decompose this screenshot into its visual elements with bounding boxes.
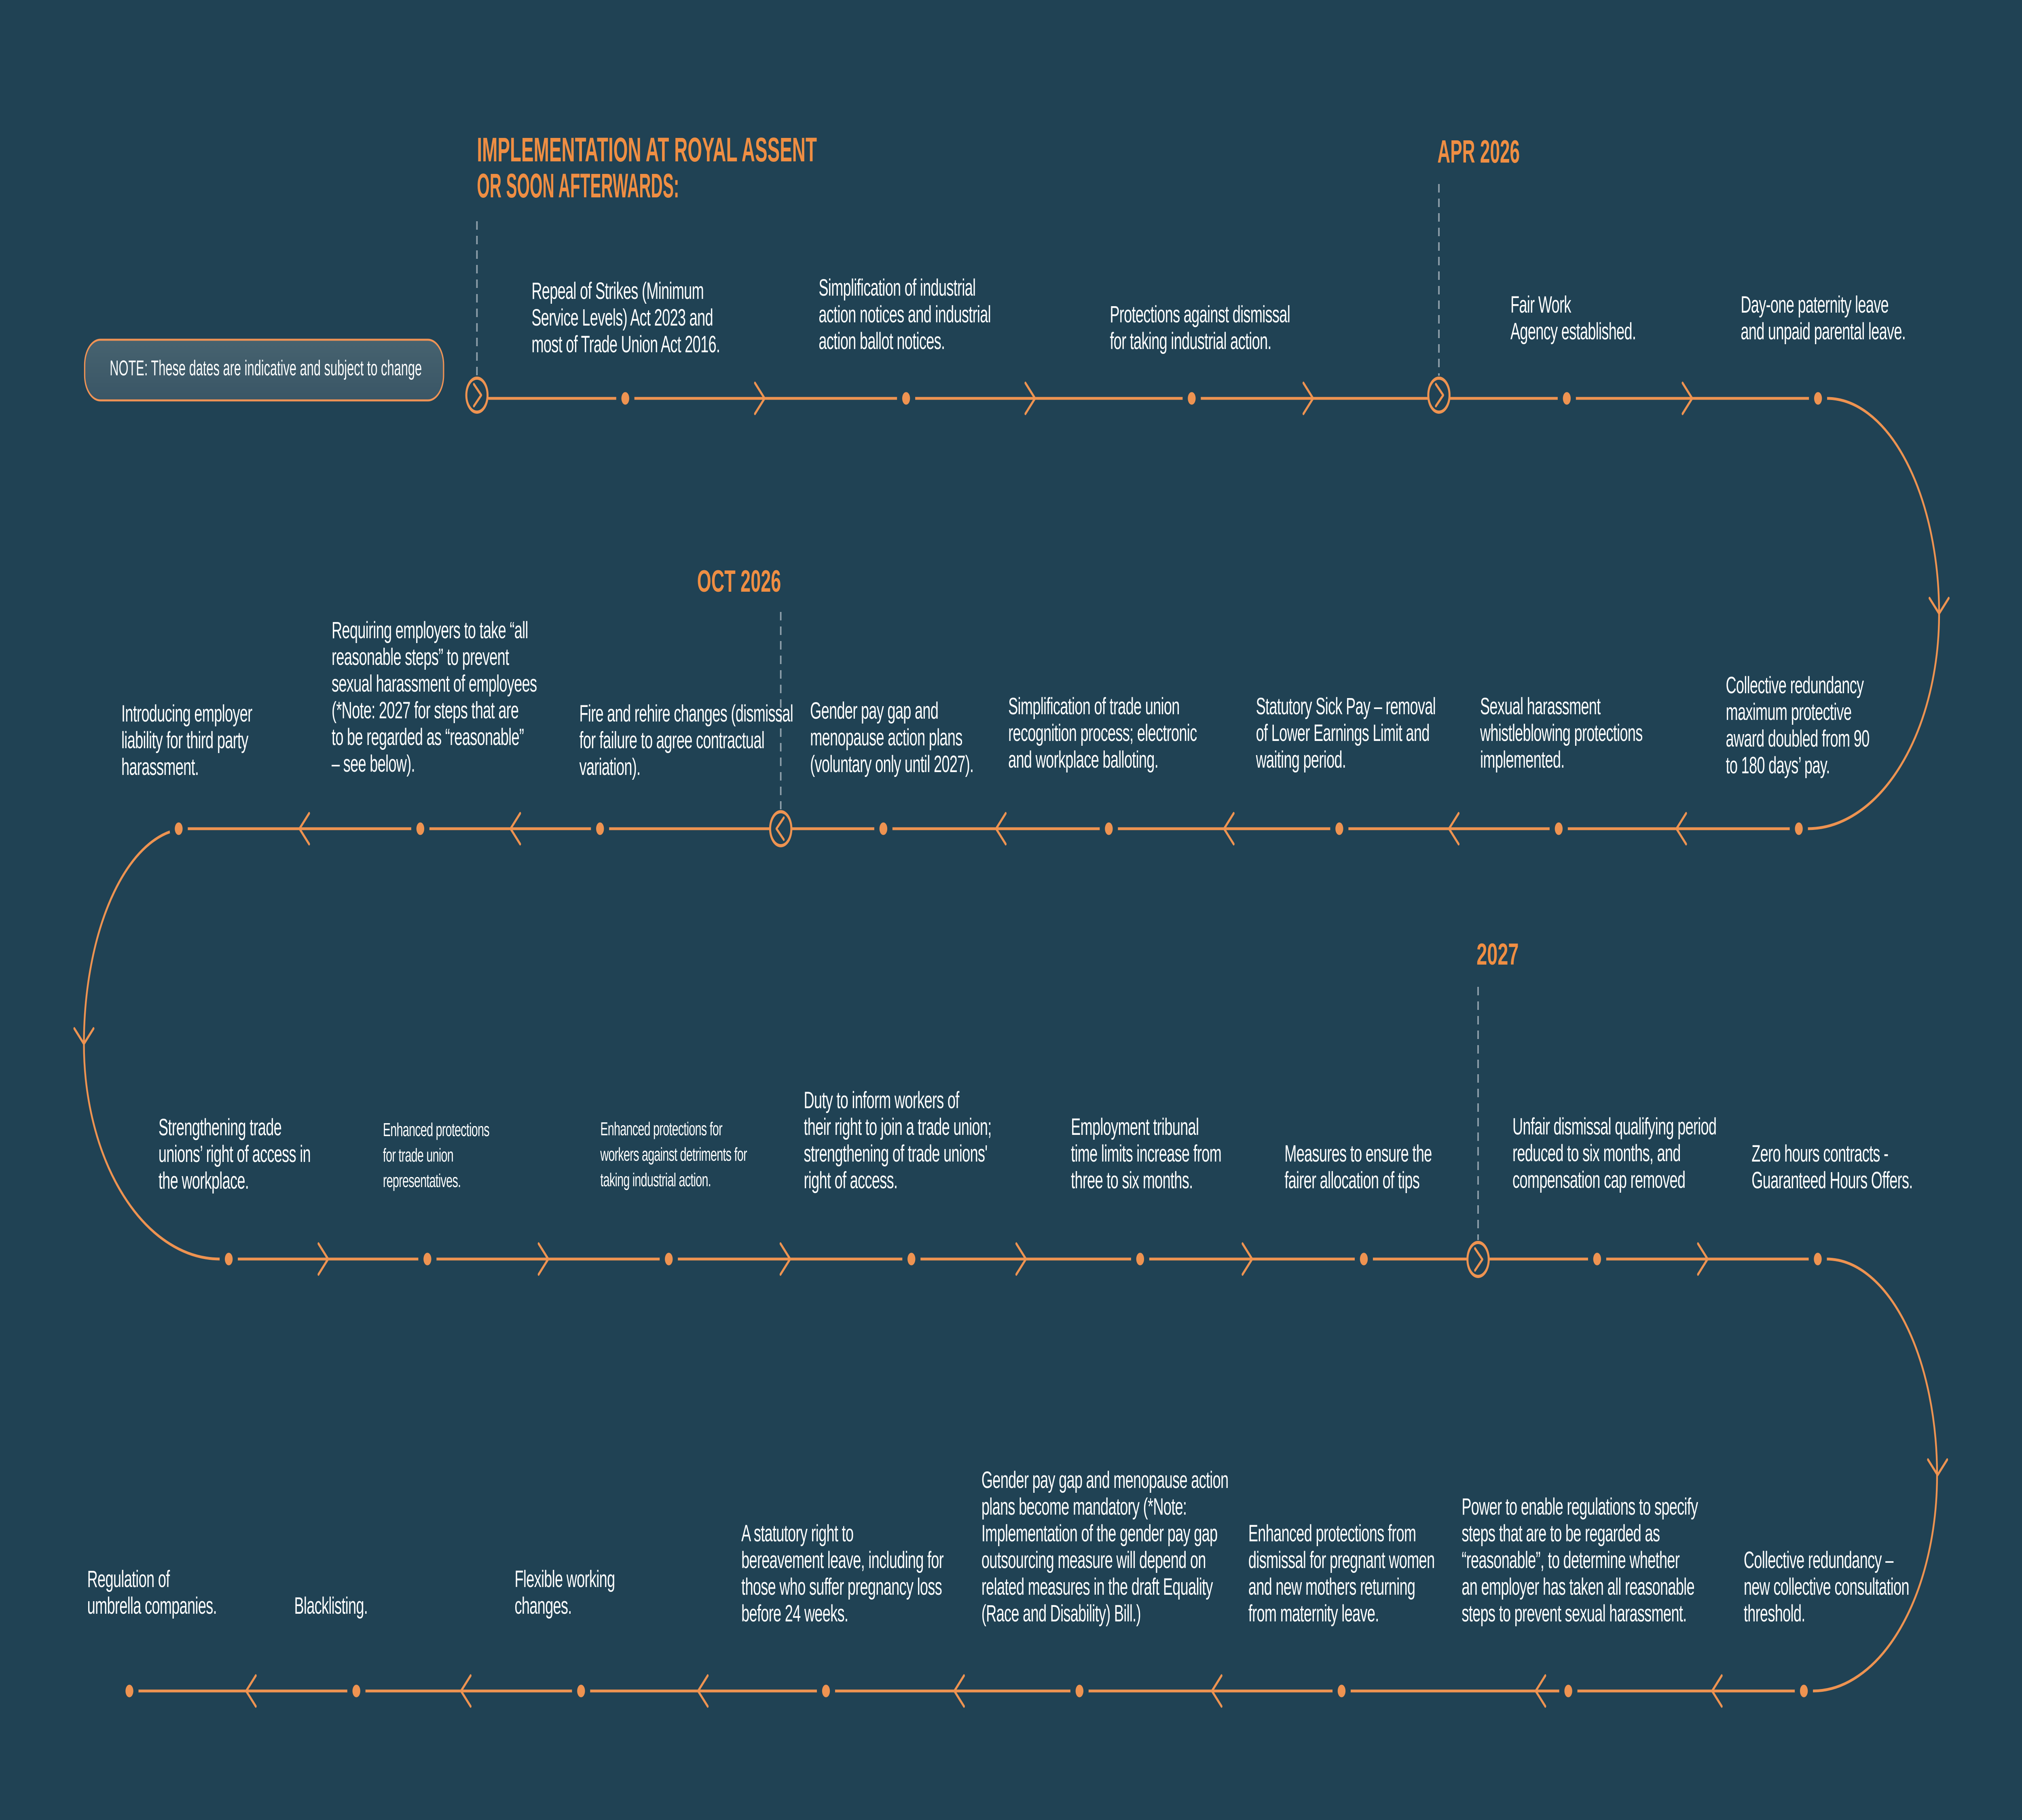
svg-text:from maternity leave.: from maternity leave. [1248,1600,1379,1627]
svg-text:to be regarded as “reasonable”: to be regarded as “reasonable” [332,724,524,750]
svg-text:an employer has taken all reas: an employer has taken all reasonable [1462,1574,1694,1600]
svg-text:umbrella companies.: umbrella companies. [87,1593,217,1619]
svg-text:Sexual harassment: Sexual harassment [1480,693,1601,720]
svg-text:before 24 weeks.: before 24 weeks. [741,1600,848,1627]
svg-text:harassment.: harassment. [121,754,199,780]
svg-text:reasonable steps” to prevent: reasonable steps” to prevent [332,644,510,670]
svg-text:(Race and Disability) Bill.): (Race and Disability) Bill.) [981,1600,1141,1627]
svg-text:“reasonable”, to determine whe: “reasonable”, to determine whether [1462,1547,1679,1573]
svg-text:taking industrial action.: taking industrial action. [600,1170,711,1191]
svg-text:OR SOON AFTERWARDS:: OR SOON AFTERWARDS: [477,167,679,205]
svg-text:A statutory right to: A statutory right to [741,1520,853,1547]
svg-text:award doubled from 90: award doubled from 90 [1726,726,1870,752]
svg-text:Service Levels) Act 2023 and: Service Levels) Act 2023 and [531,305,713,331]
svg-text:whistleblowing protections: whistleblowing protections [1480,720,1642,746]
svg-text:workers against detriments for: workers against detriments for [600,1144,747,1165]
svg-text:those who suffer pregnancy los: those who suffer pregnancy loss [741,1574,942,1600]
svg-text:and workplace balloting.: and workplace balloting. [1008,747,1158,773]
svg-text:the workplace.: the workplace. [159,1168,249,1194]
svg-text:Unfair dismissal qualifying pe: Unfair dismissal qualifying period [1512,1113,1716,1140]
svg-text:Introducing employer: Introducing employer [121,700,252,727]
svg-text:Gender pay gap and menopause a: Gender pay gap and menopause action [981,1467,1229,1493]
svg-text:bereavement leave, including f: bereavement leave, including for [741,1547,944,1573]
svg-text:to 180 days’ pay.: to 180 days’ pay. [1726,752,1830,779]
svg-text:outsourcing measure will depen: outsourcing measure will depend on [981,1547,1206,1573]
svg-text:for taking industrial action.: for taking industrial action. [1110,328,1271,354]
svg-text:Employment tribunal: Employment tribunal [1071,1114,1199,1140]
svg-text:their right to join a trade un: their right to join a trade union; [804,1114,992,1140]
svg-text:– see below).: – see below). [332,751,415,777]
svg-text:three to six months.: three to six months. [1071,1167,1193,1194]
svg-text:Requiring employers to take “a: Requiring employers to take “all [332,617,528,643]
svg-text:Agency established.: Agency established. [1510,318,1636,345]
svg-text:of Lower Earnings Limit and: of Lower Earnings Limit and [1256,720,1430,746]
svg-text:for failure to agree contractu: for failure to agree contractual [580,727,765,753]
svg-text:Statutory Sick Pay – removal: Statutory Sick Pay – removal [1256,693,1436,720]
svg-text:sexual harassment of employees: sexual harassment of employees [332,671,537,697]
svg-text:Protections against dismissal: Protections against dismissal [1110,301,1290,328]
svg-text:Day-one paternity leave: Day-one paternity leave [1741,292,1889,318]
svg-text:new collective consultation: new collective consultation [1744,1574,1909,1600]
svg-text:menopause action plans: menopause action plans [810,724,962,751]
svg-text:Strengthening trade: Strengthening trade [159,1114,281,1141]
svg-text:fairer allocation of tips: fairer allocation of tips [1284,1167,1419,1194]
svg-text:threshold.: threshold. [1744,1600,1805,1627]
svg-text:action ballot notices.: action ballot notices. [819,328,945,354]
svg-text:variation).: variation). [580,754,641,780]
svg-text:steps that are to be regarded: steps that are to be regarded as [1462,1520,1660,1547]
svg-text:changes.: changes. [515,1593,572,1619]
svg-text:Collective redundancy –: Collective redundancy – [1744,1547,1893,1573]
svg-text:representatives.: representatives. [383,1170,461,1191]
svg-text:Implementation of the gender p: Implementation of the gender pay gap [981,1520,1218,1547]
svg-text:maximum protective: maximum protective [1726,699,1852,725]
svg-text:compensation cap removed: compensation cap removed [1512,1167,1685,1193]
svg-text:Flexible working: Flexible working [515,1566,615,1592]
svg-text:time limits increase from: time limits increase from [1071,1141,1221,1167]
svg-text:steps to prevent sexual harass: steps to prevent sexual harassment. [1462,1600,1686,1627]
svg-text:unions’ right of access in: unions’ right of access in [159,1141,311,1167]
svg-text:implemented.: implemented. [1480,747,1565,773]
svg-text:Measures to ensure the: Measures to ensure the [1284,1141,1432,1167]
svg-text:for trade union: for trade union [383,1145,453,1166]
svg-text:dismissal for pregnant women: dismissal for pregnant women [1248,1547,1434,1573]
svg-text:strengthening of trade unions': strengthening of trade unions' [804,1141,988,1167]
svg-text:Zero hours contracts -: Zero hours contracts - [1751,1141,1888,1167]
svg-text:and new mothers returning: and new mothers returning [1248,1574,1415,1600]
svg-text:Simplification of trade union: Simplification of trade union [1008,693,1180,720]
svg-text:Guaranteed Hours Offers.: Guaranteed Hours Offers. [1751,1167,1912,1194]
svg-text:Repeal of Strikes (Minimum: Repeal of Strikes (Minimum [531,278,704,304]
svg-text:Collective redundancy: Collective redundancy [1726,672,1864,698]
svg-text:2027: 2027 [1476,938,1519,971]
svg-text:Enhanced protections: Enhanced protections [383,1120,489,1141]
svg-text:Duty to inform workers of: Duty to inform workers of [804,1087,960,1113]
svg-text:Enhanced protections from: Enhanced protections from [1248,1520,1416,1547]
svg-text:Simplification of industrial: Simplification of industrial [819,275,975,301]
svg-text:Enhanced protections for: Enhanced protections for [600,1119,722,1140]
svg-text:(voluntary only until 2027).: (voluntary only until 2027). [810,751,973,777]
svg-text:and unpaid parental leave.: and unpaid parental leave. [1741,318,1906,345]
svg-text:IMPLEMENTATION AT ROYAL ASSENT: IMPLEMENTATION AT ROYAL ASSENT [477,131,817,169]
svg-text:most of Trade Union Act 2016.: most of Trade Union Act 2016. [531,331,720,358]
svg-text:Blacklisting.: Blacklisting. [294,1593,368,1619]
svg-text:Gender pay gap and: Gender pay gap and [810,698,938,724]
svg-text:Fair Work: Fair Work [1510,292,1571,318]
svg-text:plans become mandatory (*Note:: plans become mandatory (*Note: [981,1494,1187,1520]
svg-text:Power to enable regulations to: Power to enable regulations to specify [1462,1494,1698,1520]
svg-text:action notices and industrial: action notices and industrial [819,301,991,328]
svg-text:waiting period.: waiting period. [1256,747,1346,773]
svg-text:Fire and rehire changes (dismi: Fire and rehire changes (dismissal [580,700,793,727]
svg-text:liability for third party: liability for third party [121,727,249,753]
svg-text:(*Note: 2027 for steps that ar: (*Note: 2027 for steps that are [332,697,518,724]
svg-text:APR 2026: APR 2026 [1437,134,1520,170]
svg-text:NOTE: These dates are indicati: NOTE: These dates are indicative and sub… [110,356,422,380]
svg-text:reduced to six months, and: reduced to six months, and [1512,1140,1681,1166]
svg-text:OCT 2026: OCT 2026 [697,565,781,599]
svg-text:recognition process; electroni: recognition process; electronic [1008,720,1197,746]
svg-text:Regulation of: Regulation of [87,1566,170,1592]
svg-text:related measures in the draft: related measures in the draft Equality [981,1574,1213,1600]
svg-text:right of access.: right of access. [804,1167,898,1194]
